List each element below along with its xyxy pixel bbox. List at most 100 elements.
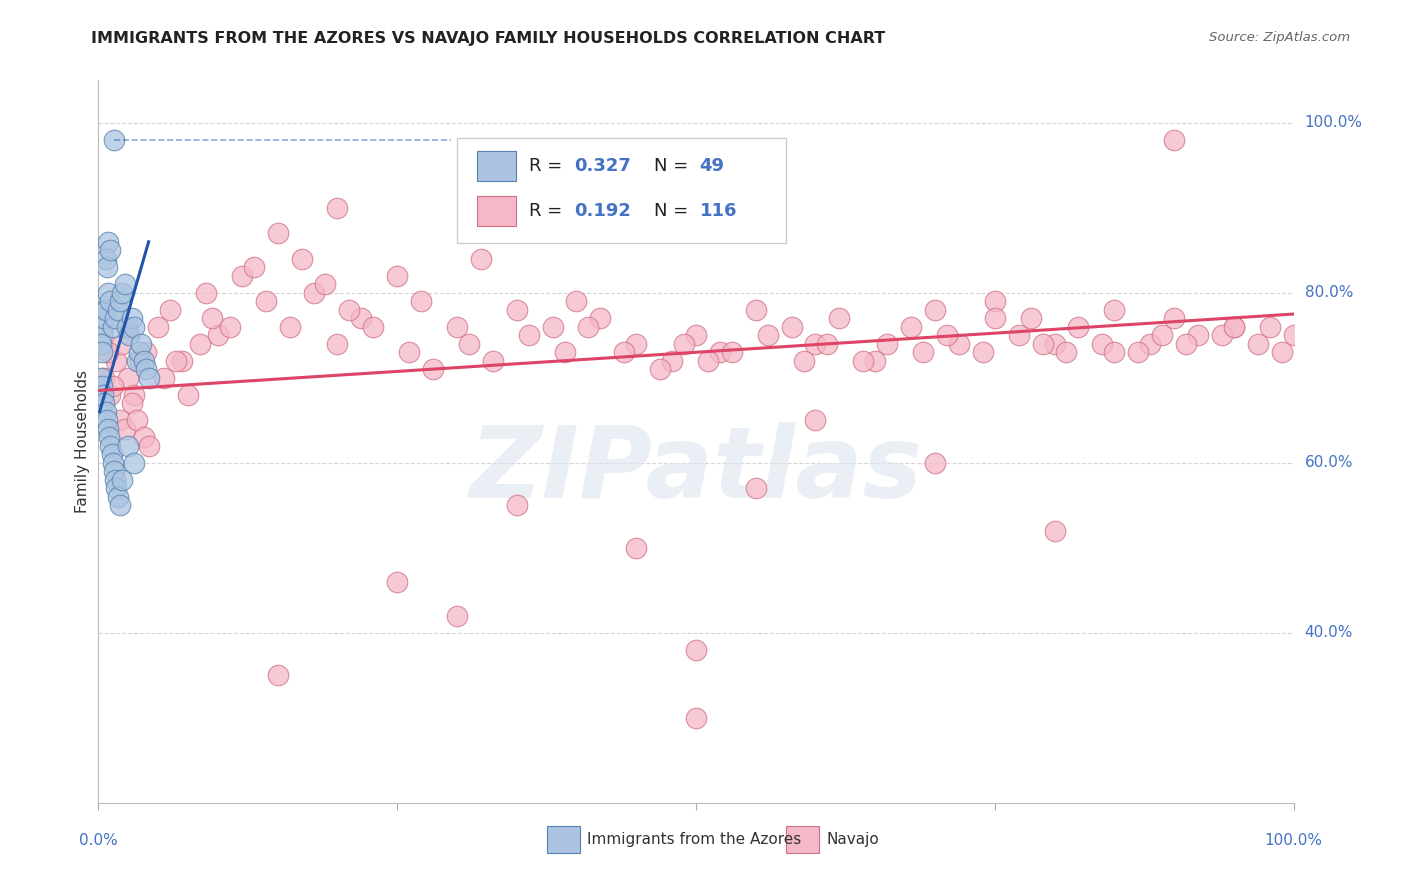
Point <box>117 371 139 385</box>
Text: N =: N = <box>654 157 695 175</box>
Point <box>91 379 114 393</box>
Point <box>93 302 115 317</box>
Point <box>924 302 946 317</box>
Point <box>1211 328 1233 343</box>
Point <box>613 345 636 359</box>
Point <box>231 268 253 283</box>
Point <box>1163 311 1185 326</box>
Point <box>125 413 148 427</box>
Point <box>745 302 768 317</box>
Point <box>94 405 117 419</box>
Text: 116: 116 <box>700 202 737 220</box>
Point <box>852 353 875 368</box>
Y-axis label: Family Households: Family Households <box>75 370 90 513</box>
Point <box>458 336 481 351</box>
Point <box>709 345 731 359</box>
Point <box>148 319 170 334</box>
Point <box>1247 336 1270 351</box>
Point <box>446 608 468 623</box>
Point <box>565 294 588 309</box>
Point <box>94 302 117 317</box>
Point <box>865 353 887 368</box>
Point <box>96 413 118 427</box>
Point <box>793 353 815 368</box>
Point <box>91 345 114 359</box>
Text: IMMIGRANTS FROM THE AZORES VS NAVAJO FAMILY HOUSEHOLDS CORRELATION CHART: IMMIGRANTS FROM THE AZORES VS NAVAJO FAM… <box>91 31 886 46</box>
Text: R =: R = <box>529 202 568 220</box>
Point <box>278 319 301 334</box>
Point <box>108 294 131 309</box>
Point <box>267 668 290 682</box>
Point <box>91 311 114 326</box>
Text: 0.0%: 0.0% <box>79 833 118 848</box>
Point <box>1032 336 1054 351</box>
Point <box>104 311 127 326</box>
Point <box>97 345 120 359</box>
Text: R =: R = <box>529 157 568 175</box>
Point <box>94 252 117 266</box>
Point <box>804 336 827 351</box>
Point <box>138 439 160 453</box>
Point <box>1104 345 1126 359</box>
Point <box>398 345 420 359</box>
Point <box>117 439 139 453</box>
Point <box>107 302 129 317</box>
Point <box>1008 328 1031 343</box>
Point <box>948 336 970 351</box>
Point <box>339 302 361 317</box>
Point <box>1091 336 1114 351</box>
Point <box>97 422 120 436</box>
Text: ZIPatlas: ZIPatlas <box>470 422 922 519</box>
Point <box>697 353 720 368</box>
Point <box>93 396 115 410</box>
Point <box>745 481 768 495</box>
Point <box>685 642 707 657</box>
Point <box>972 345 994 359</box>
Point <box>118 328 141 343</box>
Point <box>165 353 187 368</box>
Point <box>97 235 120 249</box>
Point <box>124 456 146 470</box>
Point <box>411 294 433 309</box>
Point <box>207 328 229 343</box>
Point <box>153 371 176 385</box>
Point <box>101 456 124 470</box>
Text: N =: N = <box>654 202 695 220</box>
Point <box>195 285 218 300</box>
Point <box>815 336 838 351</box>
Point <box>756 328 779 343</box>
Point <box>1271 345 1294 359</box>
Point <box>132 353 155 368</box>
Point <box>661 353 683 368</box>
Point <box>1067 319 1090 334</box>
Point <box>936 328 959 343</box>
Text: Navajo: Navajo <box>827 832 879 847</box>
Bar <box>477 151 516 181</box>
Point <box>188 336 211 351</box>
Point <box>1056 345 1078 359</box>
Point <box>124 388 146 402</box>
Point <box>1163 133 1185 147</box>
Text: 60.0%: 60.0% <box>1305 455 1353 470</box>
Point <box>1104 302 1126 317</box>
Point <box>103 464 125 478</box>
Text: 0.327: 0.327 <box>574 157 631 175</box>
Point <box>1019 311 1042 326</box>
Point <box>138 371 160 385</box>
Point <box>98 294 122 309</box>
FancyBboxPatch shape <box>457 138 786 243</box>
Bar <box>547 826 581 854</box>
Point <box>1223 319 1246 334</box>
Point <box>111 473 134 487</box>
Point <box>121 311 143 326</box>
Point <box>1175 336 1198 351</box>
Point <box>554 345 576 359</box>
Point <box>721 345 744 359</box>
Point <box>111 285 134 300</box>
Point <box>115 319 138 334</box>
Point <box>302 285 325 300</box>
Point <box>254 294 277 309</box>
Point <box>506 498 529 512</box>
Text: 40.0%: 40.0% <box>1305 625 1353 640</box>
Point <box>1152 328 1174 343</box>
